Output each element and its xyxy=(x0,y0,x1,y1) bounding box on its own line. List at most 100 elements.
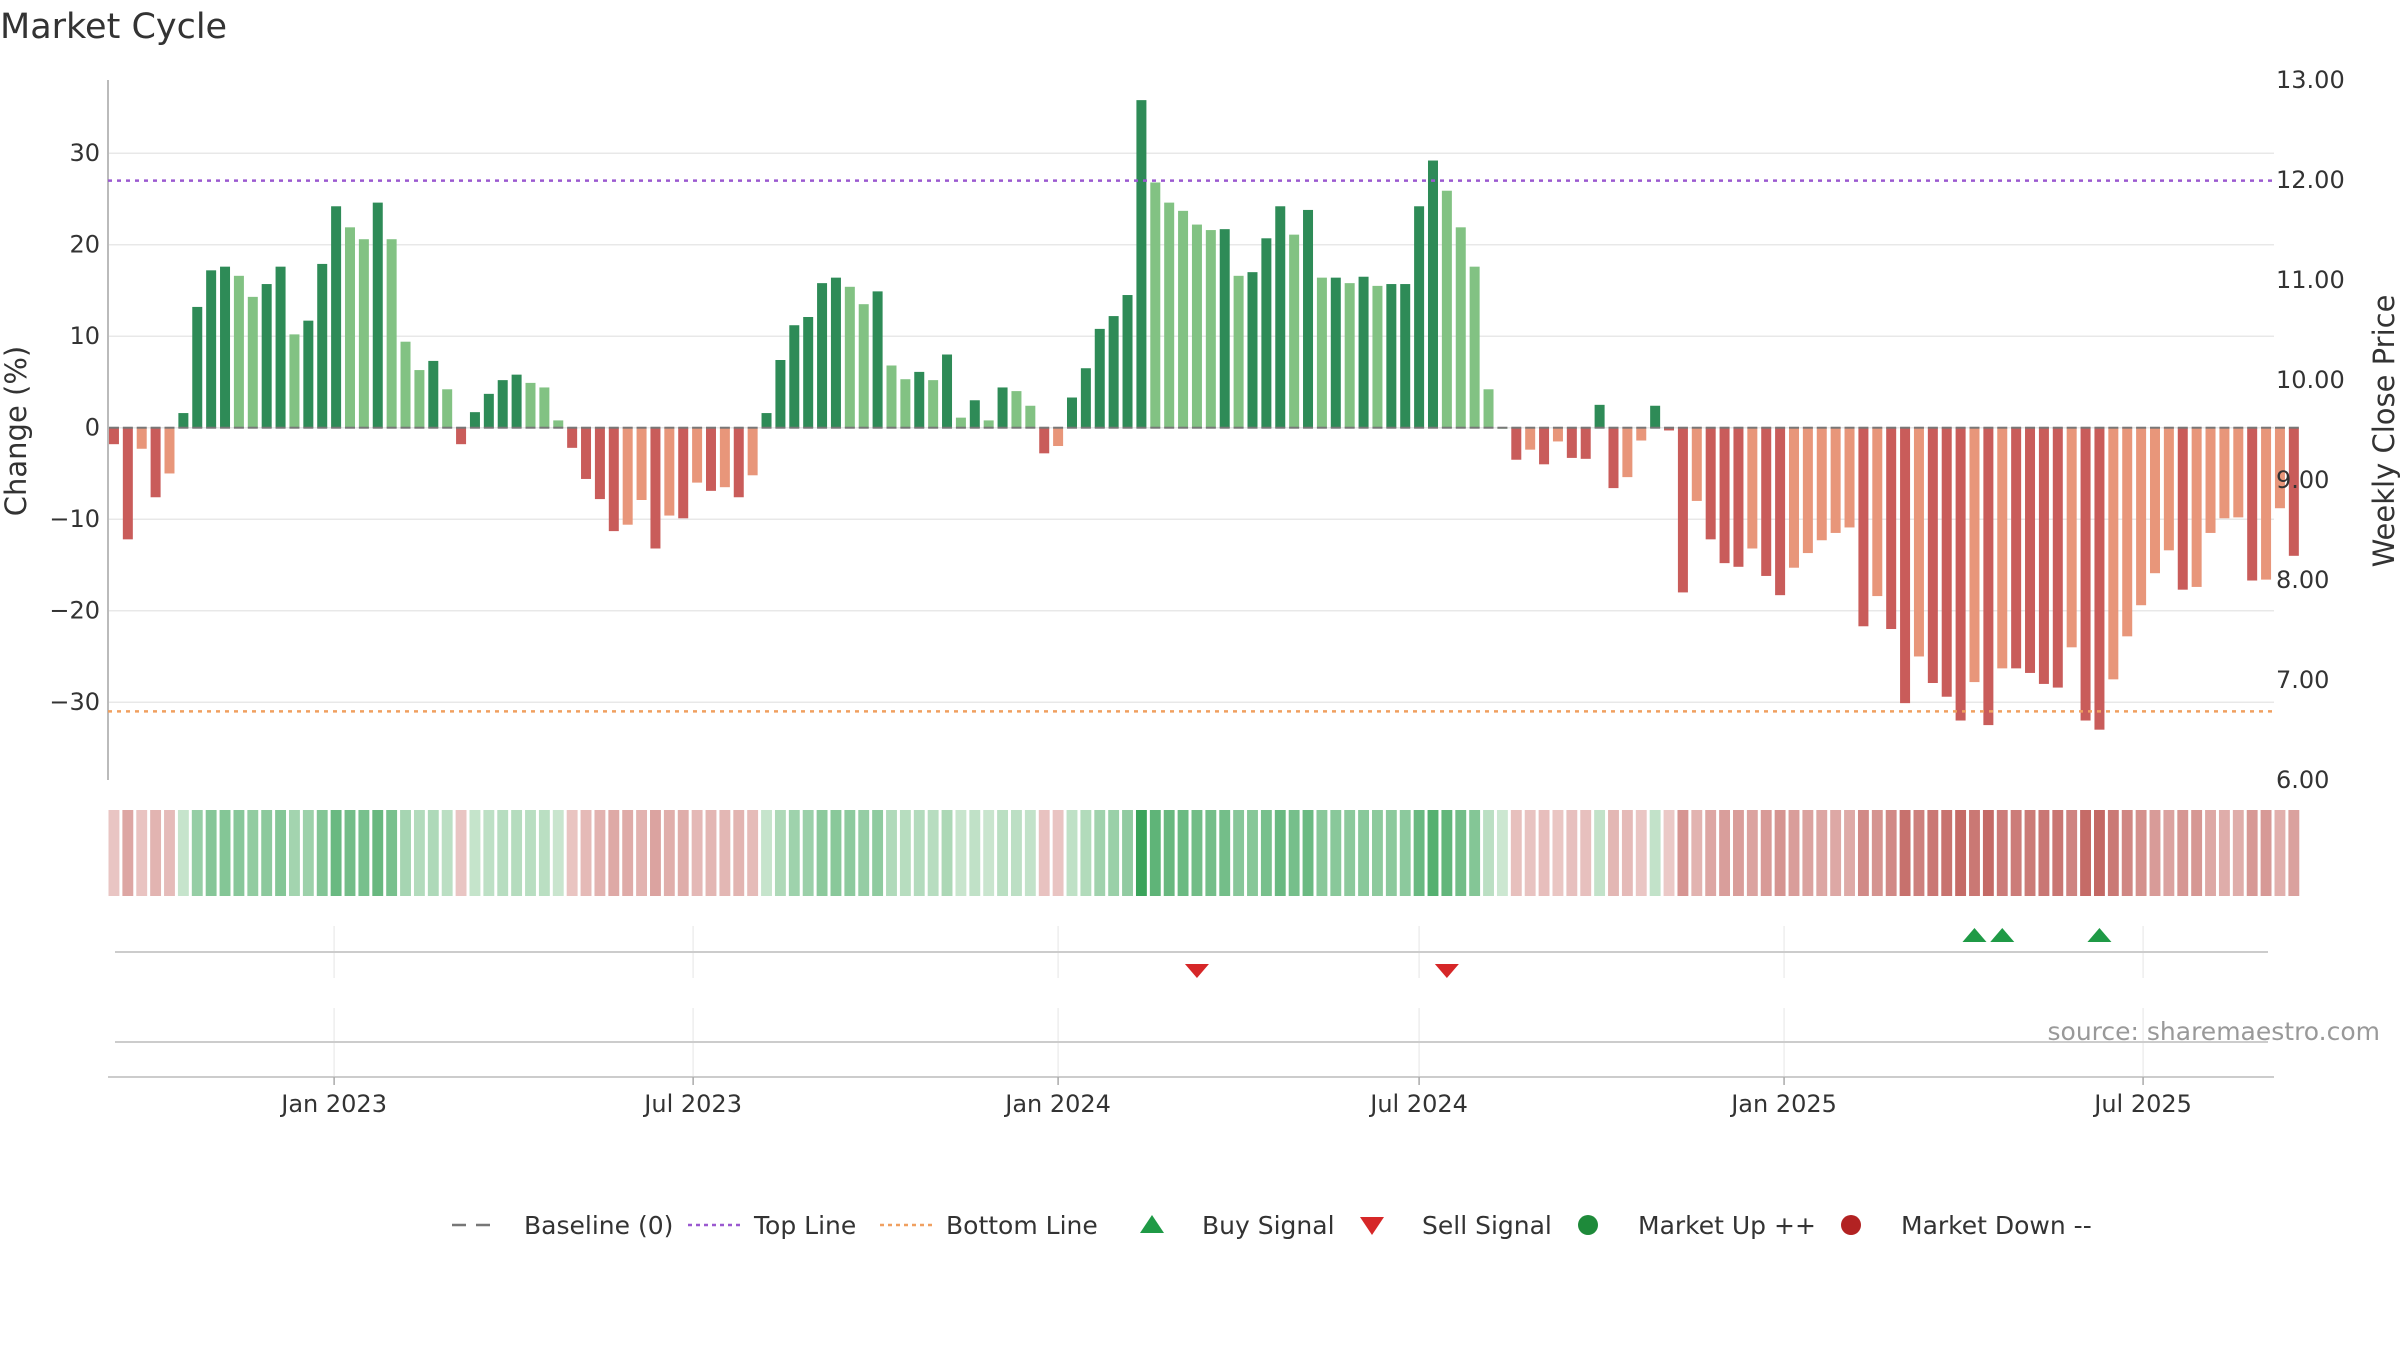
strip-cell xyxy=(1927,810,1939,896)
lower-panel xyxy=(108,1041,2274,1078)
bar xyxy=(1511,427,1522,460)
y-tick-label: 30 xyxy=(69,139,100,167)
strip-cell xyxy=(1955,810,1967,896)
bar xyxy=(886,365,897,428)
bar xyxy=(1594,404,1605,428)
strip-cell xyxy=(1496,810,1508,896)
bar xyxy=(1441,190,1452,428)
strip-cell xyxy=(122,810,134,896)
strip-cell xyxy=(830,810,842,896)
sell-signal-marker xyxy=(1434,964,1459,978)
bar xyxy=(1622,427,1633,478)
strip-cell xyxy=(1844,810,1855,896)
strip-cell xyxy=(2135,810,2147,896)
bar xyxy=(1788,427,1799,568)
strip-cell xyxy=(413,810,425,896)
bar xyxy=(650,427,661,549)
bar xyxy=(1525,427,1536,450)
strip-cell xyxy=(1330,810,1342,896)
strip-cell xyxy=(1774,810,1786,896)
strip-cell xyxy=(136,810,148,896)
strip-cell xyxy=(344,810,356,896)
bar xyxy=(192,306,203,428)
legend-entry: Baseline (0) xyxy=(452,1211,673,1240)
x-tick-label: Jan 2024 xyxy=(1003,1090,1111,1118)
bar xyxy=(303,320,314,428)
strip-cell xyxy=(594,810,606,896)
strip-cell xyxy=(1469,810,1481,896)
strip-cell xyxy=(358,810,370,896)
bar xyxy=(747,427,758,476)
strip-cell xyxy=(650,810,661,896)
bar xyxy=(1539,427,1550,465)
bar xyxy=(1913,427,1924,657)
bar xyxy=(275,266,286,428)
bar xyxy=(1802,427,1813,554)
bar xyxy=(1469,266,1480,428)
strip-cell xyxy=(511,810,523,896)
strip-cell xyxy=(1788,810,1800,896)
bar xyxy=(1927,427,1938,684)
bar xyxy=(803,316,814,428)
strip-cell xyxy=(1510,810,1522,896)
strip-cell xyxy=(441,810,453,896)
strip-cell xyxy=(1358,810,1370,896)
signal-panel xyxy=(115,926,2268,1080)
legend-label: Sell Signal xyxy=(1422,1211,1552,1240)
bar xyxy=(1136,100,1147,428)
strip-cell xyxy=(1635,810,1647,896)
strip-cell xyxy=(1066,810,1078,896)
strip-cell xyxy=(330,810,342,896)
bar xyxy=(1344,283,1355,428)
bar xyxy=(525,382,536,428)
bar xyxy=(497,380,508,428)
y2-tick-label: 9.00 xyxy=(2276,466,2329,494)
strip-cell xyxy=(1163,810,1175,896)
bar xyxy=(1053,427,1064,447)
strip-cell xyxy=(316,810,328,896)
bar xyxy=(122,427,133,540)
bar xyxy=(1858,427,1869,627)
strip-cell xyxy=(858,810,870,896)
strip-cell xyxy=(1122,810,1133,896)
bar xyxy=(1955,427,1966,721)
strip-cell xyxy=(1649,810,1661,896)
y2-axis-label: Weekly Close Price xyxy=(2367,295,2400,568)
strip-cell xyxy=(1427,810,1439,896)
strip-cell xyxy=(566,810,578,896)
bar xyxy=(1650,405,1661,428)
strip-cell xyxy=(2163,810,2175,896)
strip-cell xyxy=(1663,810,1675,896)
y-tick-label: 20 xyxy=(69,231,100,259)
bar xyxy=(1455,227,1466,428)
strip-cell xyxy=(2038,810,2050,896)
bar xyxy=(678,427,689,519)
bar xyxy=(1025,405,1036,428)
y2-tick-label: 6.00 xyxy=(2276,766,2329,794)
strip-cell xyxy=(2066,810,2078,896)
bar xyxy=(442,389,453,428)
y2-axis-ticks: 6.00 7.00 8.00 9.00 10.00 11.00 12.00 13.00 xyxy=(2276,66,2345,794)
bar xyxy=(2247,427,2258,581)
strip-cell xyxy=(455,810,467,896)
strip-cell xyxy=(2191,810,2203,896)
bar xyxy=(1691,427,1702,501)
strip-cell xyxy=(1205,810,1217,896)
strip-cell xyxy=(1288,810,1300,896)
strip-cell xyxy=(1080,810,1092,896)
strip-cell xyxy=(844,810,856,896)
y2-tick-label: 8.00 xyxy=(2276,566,2329,594)
y-tick-label: −30 xyxy=(49,688,100,716)
legend-entry: Market Down -- xyxy=(1841,1211,2092,1240)
bar xyxy=(1705,427,1716,540)
x-tick-label: Jan 2025 xyxy=(1729,1090,1837,1118)
bar xyxy=(1719,427,1730,564)
strip-cell xyxy=(497,810,509,896)
strip-cell xyxy=(969,810,981,896)
strip-cell xyxy=(1483,810,1494,896)
bar xyxy=(1761,427,1772,576)
bar xyxy=(469,412,480,428)
strip-cell xyxy=(469,810,481,896)
bar xyxy=(261,284,272,428)
